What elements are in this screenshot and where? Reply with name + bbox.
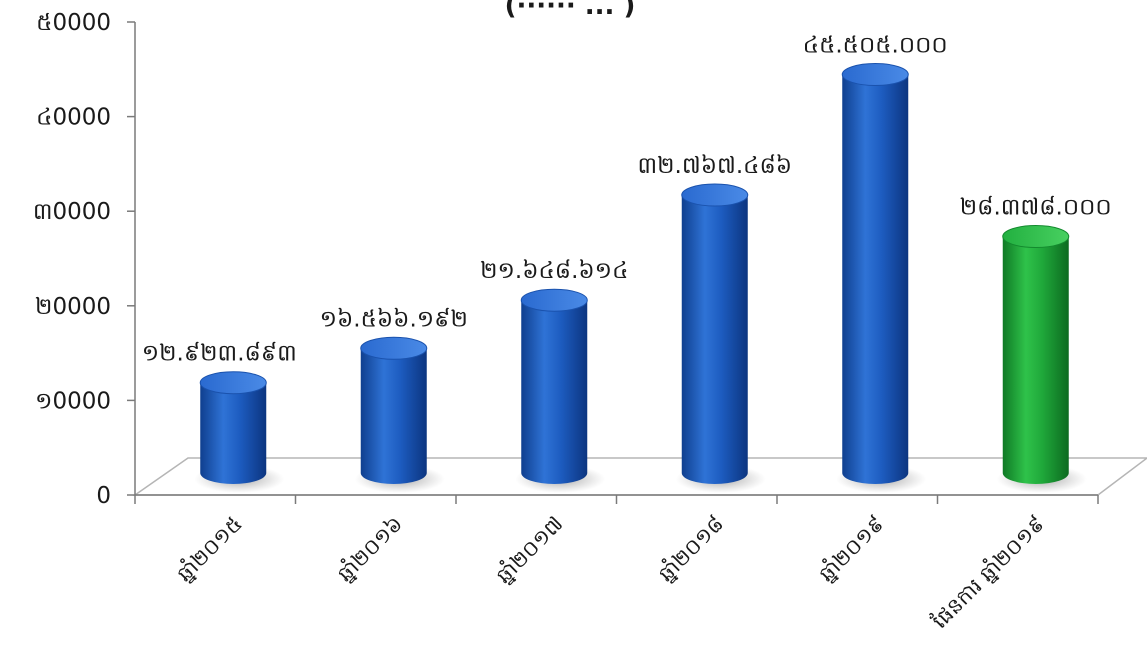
bar-body	[842, 74, 909, 484]
bar	[515, 288, 606, 493]
bar	[675, 183, 766, 493]
x-tick-label: ឆ្នាំ២០១៥	[171, 511, 247, 587]
y-tick-label: ៤0000	[36, 105, 111, 131]
data-label: ១៦.៥៦៦.១៩២	[320, 306, 468, 332]
y-tick-label: ២0000	[35, 294, 111, 320]
bar-body	[521, 300, 588, 484]
y-tick-label: ១0000	[35, 388, 111, 414]
chart-floor	[132, 457, 1147, 496]
bar	[836, 63, 927, 493]
bar-top	[360, 336, 428, 360]
data-label: ២៨.៣៧៨.០០០	[960, 195, 1112, 221]
bar-body	[200, 382, 267, 484]
data-label: ៤៥.៥០៥.០០០	[803, 33, 948, 59]
bar	[996, 225, 1087, 493]
bar-top	[681, 183, 749, 207]
bar-body	[360, 348, 427, 484]
bar-top	[1002, 225, 1070, 249]
y-tick-label: ៥0000	[36, 10, 111, 36]
x-tick-label: ឆ្នាំ២០១៦	[332, 511, 408, 587]
data-label: ២១.៦៤៨.៦១៤	[480, 258, 628, 284]
bar-top	[199, 371, 267, 395]
x-tick-label: ឆ្នាំ២០១៩	[813, 511, 889, 587]
data-label: ៣២.៧៦៧.៤៨៦	[637, 153, 792, 179]
bar-top	[520, 288, 588, 312]
x-tick-label: ផែនការ ឆ្នាំ២០១៩	[927, 511, 1050, 634]
bar-body	[1002, 236, 1069, 484]
chart-title: (······ ... )	[505, 0, 636, 21]
bar	[194, 371, 285, 493]
bar-top	[841, 63, 909, 87]
bar	[354, 336, 445, 493]
x-tick-label: ឆ្នាំ២០១៧	[491, 511, 569, 589]
bar-body	[681, 195, 748, 484]
y-tick-label: ៣0000	[33, 199, 111, 225]
y-tick-label: 0	[96, 483, 111, 509]
data-label: ១២.៩២៣.៨៩៣	[142, 341, 297, 367]
x-tick-label: ឆ្នាំ២០១៨	[653, 511, 729, 587]
